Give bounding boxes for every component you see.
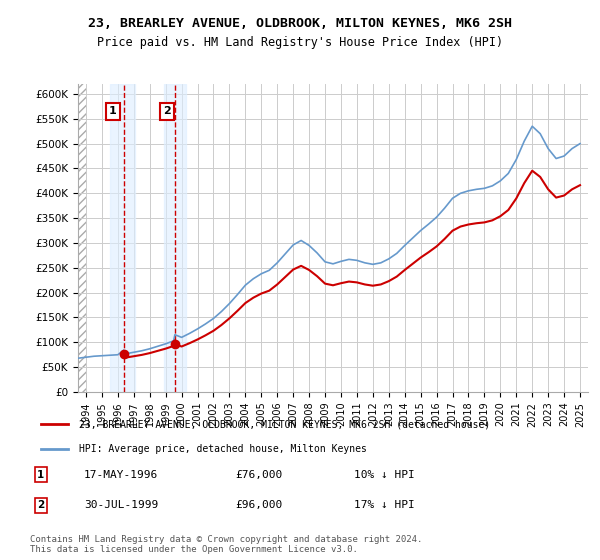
Text: 30-JUL-1999: 30-JUL-1999 bbox=[84, 501, 158, 510]
Text: 2: 2 bbox=[37, 501, 44, 510]
Text: 17% ↓ HPI: 17% ↓ HPI bbox=[354, 501, 415, 510]
Text: £96,000: £96,000 bbox=[235, 501, 283, 510]
Bar bbox=[164, 84, 187, 392]
Text: 23, BREARLEY AVENUE, OLDBROOK, MILTON KEYNES, MK6 2SH: 23, BREARLEY AVENUE, OLDBROOK, MILTON KE… bbox=[88, 17, 512, 30]
Text: 10% ↓ HPI: 10% ↓ HPI bbox=[354, 470, 415, 479]
Text: Contains HM Land Registry data © Crown copyright and database right 2024.
This d: Contains HM Land Registry data © Crown c… bbox=[30, 535, 422, 554]
Text: 1: 1 bbox=[37, 470, 44, 479]
Text: 23, BREARLEY AVENUE, OLDBROOK, MILTON KEYNES, MK6 2SH (detached house): 23, BREARLEY AVENUE, OLDBROOK, MILTON KE… bbox=[79, 419, 490, 429]
Text: Price paid vs. HM Land Registry's House Price Index (HPI): Price paid vs. HM Land Registry's House … bbox=[97, 36, 503, 49]
Text: 1: 1 bbox=[109, 106, 117, 116]
Text: 17-MAY-1996: 17-MAY-1996 bbox=[84, 470, 158, 479]
Text: HPI: Average price, detached house, Milton Keynes: HPI: Average price, detached house, Milt… bbox=[79, 445, 367, 454]
Text: 2: 2 bbox=[163, 106, 171, 116]
Bar bbox=[110, 84, 136, 392]
Text: £76,000: £76,000 bbox=[235, 470, 283, 479]
Bar bbox=[78, 84, 86, 392]
